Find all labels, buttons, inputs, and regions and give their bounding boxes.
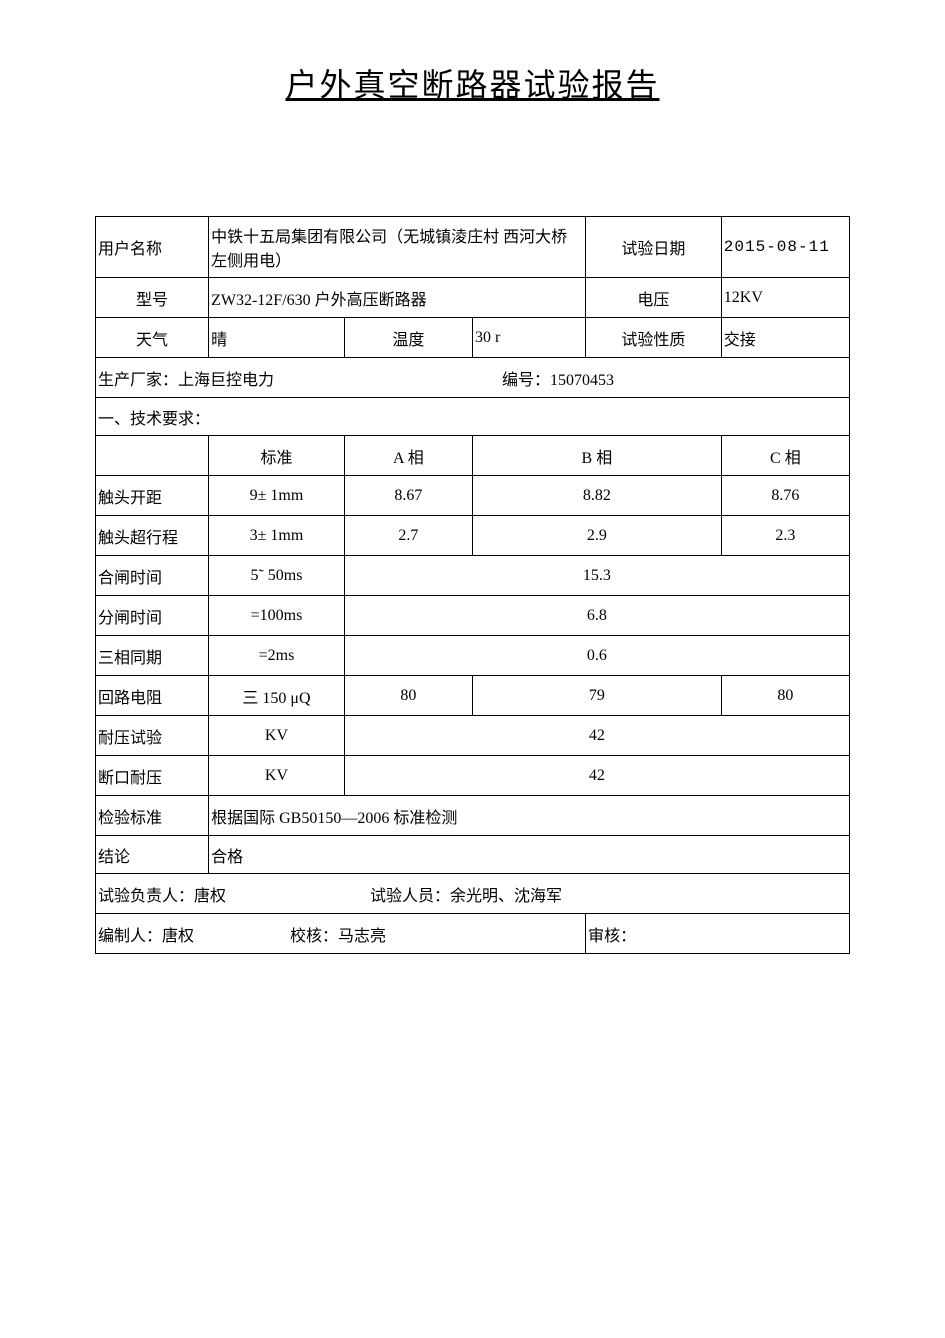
close-time-std: 5˜ 50ms [209,556,345,596]
temp-label: 温度 [344,318,472,358]
report-title: 户外真空断路器试验报告 [95,60,850,106]
temp-value: 30 r [472,318,585,358]
withstand-std: KV [209,716,345,756]
conclusion-label: 结论 [96,836,209,874]
close-time-label: 合闸时间 [96,556,209,596]
col-c: C 相 [721,436,849,476]
weather-label: 天气 [96,318,209,358]
compiler-line: 编制人：唐权 校核：马志亮 [96,914,586,954]
responsible-line: 试验负责人：唐权 试验人员：余光明、沈海军 [96,874,850,914]
voltage-value: 12KV [721,278,849,318]
overtravel-c: 2.3 [721,516,849,556]
contact-gap-b: 8.82 [472,476,721,516]
col-std: 标准 [209,436,345,476]
close-time-val: 15.3 [344,556,849,596]
overtravel-b: 2.9 [472,516,721,556]
three-phase-val: 0.6 [344,636,849,676]
three-phase-label: 三相同期 [96,636,209,676]
break-withstand-std: KV [209,756,345,796]
manufacturer-right: 编号：15070453 [502,372,614,389]
open-time-std: =100ms [209,596,345,636]
model-value: ZW32-12F/630 户外高压断路器 [209,278,586,318]
weather-value: 晴 [209,318,345,358]
contact-gap-std: 9± 1mm [209,476,345,516]
loop-res-c: 80 [721,676,849,716]
contact-gap-label: 触头开距 [96,476,209,516]
conclusion-value: 合格 [209,836,850,874]
test-date-label: 试验日期 [586,217,722,278]
voltage-label: 电压 [586,278,722,318]
inspect-std-label: 检验标准 [96,796,209,836]
loop-res-label: 回路电阻 [96,676,209,716]
user-label: 用户名称 [96,217,209,278]
contact-gap-c: 8.76 [721,476,849,516]
report-table: 用户名称 中铁十五局集团有限公司（无城镇淩庄村 西河大桥左侧用电） 试验日期 2… [95,216,850,954]
open-time-val: 6.8 [344,596,849,636]
section-1-header: 一、技术要求： [96,398,850,436]
auditor-label: 审核： [586,914,850,954]
contact-gap-a: 8.67 [344,476,472,516]
overtravel-label: 触头超行程 [96,516,209,556]
col-a: A 相 [344,436,472,476]
loop-res-a: 80 [344,676,472,716]
test-date-value: 2015-08-11 [721,217,849,278]
open-time-label: 分闸时间 [96,596,209,636]
test-nature-value: 交接 [721,318,849,358]
break-withstand-label: 断口耐压 [96,756,209,796]
test-nature-label: 试验性质 [586,318,722,358]
model-label: 型号 [96,278,209,318]
loop-res-b: 79 [472,676,721,716]
break-withstand-val: 42 [344,756,849,796]
withstand-val: 42 [344,716,849,756]
overtravel-std: 3± 1mm [209,516,345,556]
withstand-label: 耐压试验 [96,716,209,756]
manufacturer-left: 生产厂家：上海巨控电力 [98,372,274,389]
col-empty [96,436,209,476]
overtravel-a: 2.7 [344,516,472,556]
three-phase-std: =2ms [209,636,345,676]
loop-res-std: 三 150 μQ [209,676,345,716]
inspect-std-value: 根据国际 GB50150—2006 标准检测 [209,796,850,836]
user-value: 中铁十五局集团有限公司（无城镇淩庄村 西河大桥左侧用电） [209,217,586,278]
col-b: B 相 [472,436,721,476]
manufacturer-row: 生产厂家：上海巨控电力 编号：15070453 [96,358,850,398]
